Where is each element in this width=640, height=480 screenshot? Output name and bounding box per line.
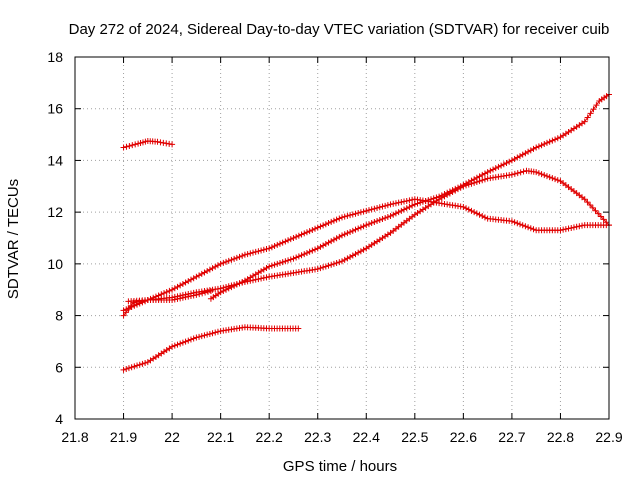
sdtvar-chart: 21.8 21.9 22 22.1 22.2 22.3 22.4 22.5 22.6 22.7 22…: [0, 0, 640, 480]
x-tick-label: 22: [164, 429, 180, 445]
y-tick-label: 18: [47, 49, 63, 65]
x-tick-label: 22.3: [304, 429, 331, 445]
x-tick-label: 21.9: [110, 429, 137, 445]
x-tick-label: 22.4: [353, 429, 380, 445]
y-tick-label: 12: [47, 204, 63, 220]
y-tick-label: 14: [47, 152, 63, 168]
x-tick-label: 22.6: [450, 429, 477, 445]
x-tick-label: 22.1: [207, 429, 234, 445]
y-tick-label: 4: [55, 411, 63, 427]
chart-title: Day 272 of 2024, Sidereal Day-to-day VTE…: [69, 21, 610, 38]
x-tick-label: 22.9: [595, 429, 622, 445]
x-tick-label: 21.8: [61, 429, 88, 445]
y-tick-label: 6: [55, 359, 63, 375]
x-tick-label: 22.5: [401, 429, 428, 445]
y-axis-title: SDTVAR / TECUs: [5, 179, 22, 299]
x-axis-title: GPS time / hours: [283, 458, 397, 475]
y-tick-label: 10: [47, 256, 63, 272]
x-tick-label: 22.2: [256, 429, 283, 445]
x-tick-label: 22.8: [547, 429, 574, 445]
x-tick-label: 22.7: [498, 429, 525, 445]
chart-background: [0, 0, 640, 480]
y-tick-label: 8: [55, 308, 63, 324]
y-tick-label: 16: [47, 101, 63, 117]
